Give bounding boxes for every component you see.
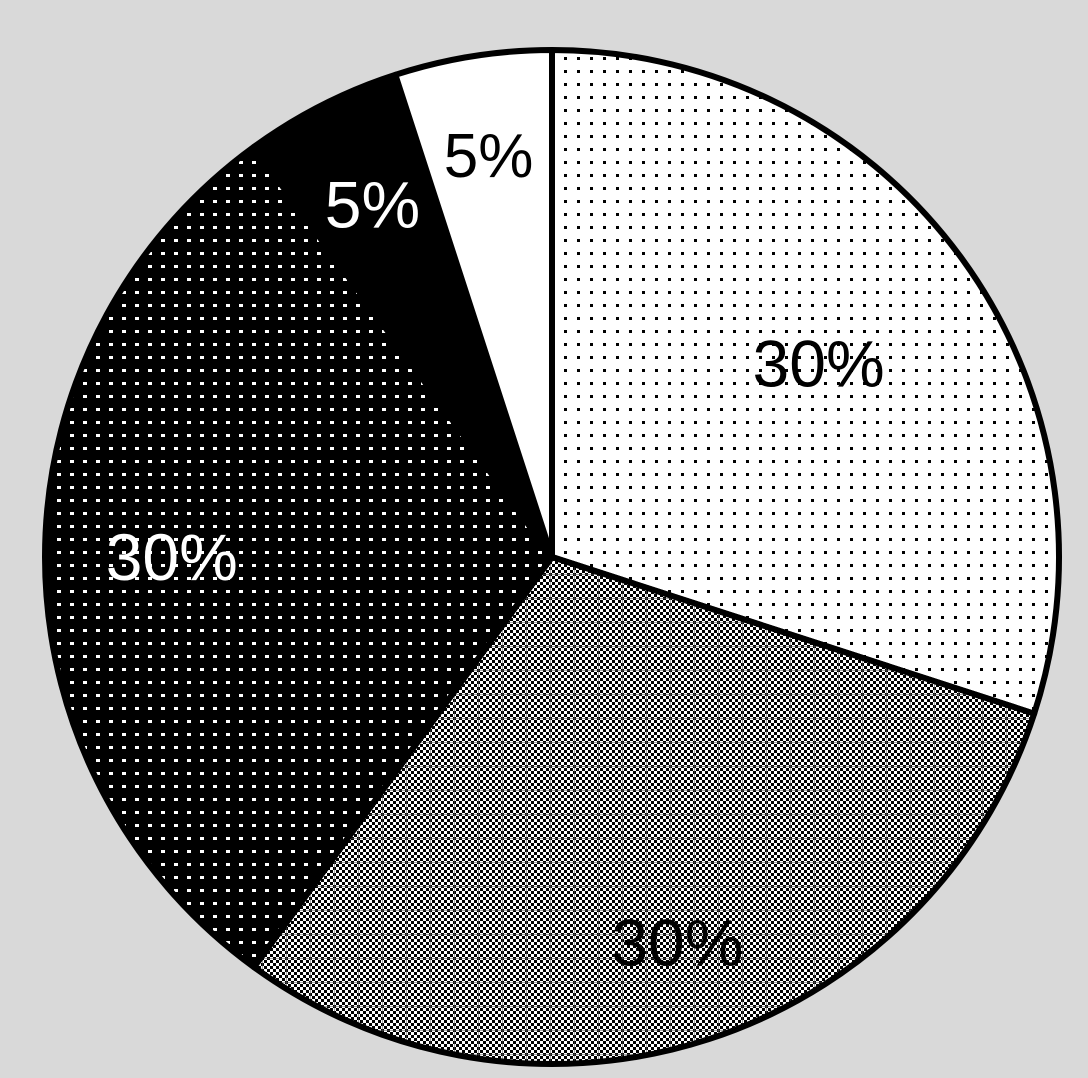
pie-slice-label-3: 30% bbox=[106, 520, 238, 594]
pie-slice-label-5: 5% bbox=[444, 122, 534, 191]
pie-slice-label-1: 30% bbox=[753, 326, 885, 400]
pie-labels: 30% 30% 30% 5% 5% bbox=[106, 122, 885, 980]
pie-slice-label-2: 30% bbox=[611, 906, 743, 980]
pie-slice-5 bbox=[392, 47, 555, 560]
pie-slice-4 bbox=[250, 71, 555, 560]
pie-slice-2 bbox=[250, 554, 1038, 1068]
pie-slice-label-4: 5% bbox=[325, 168, 420, 242]
pie-slice-1 bbox=[549, 47, 1062, 717]
pie-slice-3 bbox=[42, 143, 555, 971]
pie-slices bbox=[42, 47, 1062, 1068]
